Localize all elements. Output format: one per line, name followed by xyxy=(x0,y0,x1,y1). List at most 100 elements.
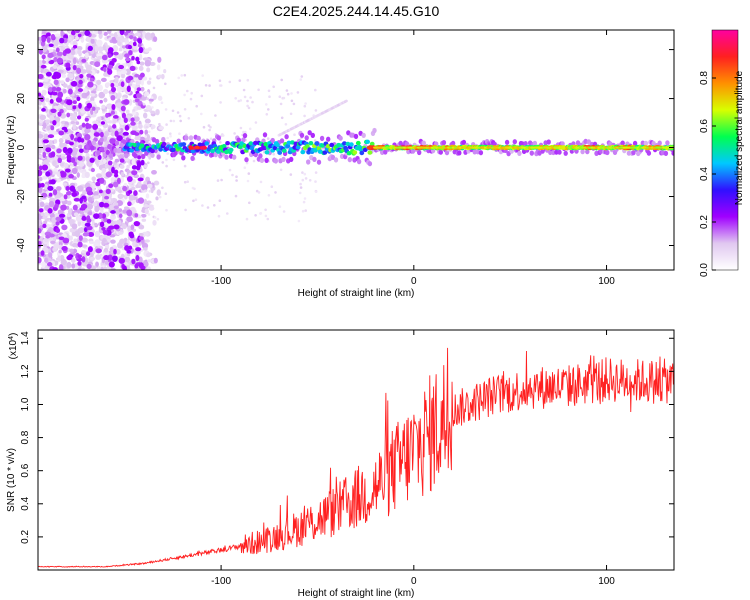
noise-cell xyxy=(139,61,145,66)
noise-cell xyxy=(55,86,62,92)
noise-cell xyxy=(51,171,58,175)
carrier-cell xyxy=(548,149,553,155)
noise-cell xyxy=(73,212,79,217)
noise-cell xyxy=(68,174,74,179)
noise-cell xyxy=(150,187,154,194)
carrier-cell xyxy=(286,140,292,145)
noise-cell xyxy=(138,46,144,54)
noise-cell xyxy=(206,206,210,209)
noise-cell xyxy=(61,245,68,252)
noise-cell xyxy=(121,45,126,49)
noise-cell xyxy=(248,201,251,205)
noise-cell xyxy=(244,130,247,134)
noise-cell xyxy=(90,93,96,97)
carrier-cell xyxy=(119,142,124,148)
noise-cell xyxy=(41,46,48,53)
noise-cell xyxy=(43,183,49,190)
noise-cell xyxy=(60,171,65,178)
noise-cell xyxy=(265,113,269,116)
noise-cell xyxy=(85,251,91,256)
noise-cell xyxy=(124,124,130,131)
noise-cell xyxy=(38,73,44,79)
noise-cell xyxy=(89,256,96,261)
noise-cell xyxy=(186,180,189,183)
noise-cell xyxy=(52,91,58,96)
noise-cell xyxy=(52,236,57,241)
noise-cell xyxy=(131,170,138,176)
noise-cell xyxy=(96,53,103,58)
noise-cell xyxy=(40,64,47,69)
noise-cell xyxy=(135,56,140,62)
noise-cell xyxy=(165,158,168,162)
noise-cell xyxy=(73,239,77,243)
noise-cell xyxy=(110,239,116,244)
noise-cell xyxy=(62,146,68,154)
noise-cell xyxy=(103,72,109,77)
carrier-cell xyxy=(367,161,373,167)
noise-cell xyxy=(41,35,47,43)
carrier-cell xyxy=(139,143,145,148)
colorbar-tick-label: 0.6 xyxy=(699,119,710,133)
carrier-cell xyxy=(517,150,522,156)
noise-cell xyxy=(108,261,115,268)
noise-cell xyxy=(245,161,249,165)
noise-cell xyxy=(106,218,112,224)
carrier-cell xyxy=(585,149,590,155)
noise-cell xyxy=(108,183,114,188)
noise-cell xyxy=(142,247,148,251)
noise-cell xyxy=(137,180,142,186)
noise-cell xyxy=(98,189,103,194)
noise-cell xyxy=(38,147,42,154)
noise-cell xyxy=(146,80,152,85)
noise-cell xyxy=(217,214,221,218)
noise-cell xyxy=(265,103,268,106)
noise-cell xyxy=(71,191,78,198)
noise-cell xyxy=(80,210,85,215)
carrier-cell xyxy=(133,153,138,159)
noise-cell xyxy=(130,121,136,126)
noise-cell xyxy=(87,45,93,52)
carrier-cell xyxy=(353,133,359,139)
carrier-cell xyxy=(279,138,285,144)
noise-cell xyxy=(86,73,92,78)
noise-cell xyxy=(130,224,135,230)
noise-cell xyxy=(77,254,82,259)
noise-cell xyxy=(139,129,144,135)
noise-cell xyxy=(80,69,88,74)
carrier-cell xyxy=(306,159,311,165)
noise-cell xyxy=(81,195,87,200)
noise-cell xyxy=(138,256,143,264)
noise-cell xyxy=(71,167,78,175)
noise-cell xyxy=(45,171,51,177)
noise-cell xyxy=(51,86,57,92)
noise-cell xyxy=(104,260,109,265)
noise-cell xyxy=(85,64,93,72)
noise-cell xyxy=(135,184,139,189)
noise-cell xyxy=(97,154,102,161)
noise-cell xyxy=(98,91,106,99)
carrier-cell xyxy=(346,151,352,156)
noise-cell xyxy=(178,132,181,135)
noise-cell xyxy=(65,191,72,196)
noise-cell xyxy=(141,231,149,237)
noise-cell xyxy=(259,212,263,215)
noise-cell xyxy=(299,182,302,186)
noise-cell xyxy=(103,97,108,103)
carrier-cell xyxy=(605,149,610,156)
noise-cell xyxy=(131,258,136,265)
noise-cell xyxy=(155,196,159,201)
noise-cell xyxy=(50,108,57,113)
noise-cell xyxy=(289,112,293,116)
noise-cell xyxy=(94,45,99,53)
carrier-cell xyxy=(225,141,231,146)
x-tick-label: 100 xyxy=(598,576,615,587)
spectrogram-panel: -100 0 100 -40 -20 0 20 40 Height of straight l… xyxy=(6,29,675,299)
noise-cell xyxy=(183,164,187,168)
noise-cell xyxy=(131,186,136,191)
noise-cell xyxy=(89,77,94,82)
noise-cell xyxy=(64,128,68,133)
noise-cell xyxy=(111,57,117,63)
noise-cell xyxy=(178,114,182,118)
noise-cell xyxy=(78,102,82,109)
noise-cell xyxy=(160,73,165,80)
